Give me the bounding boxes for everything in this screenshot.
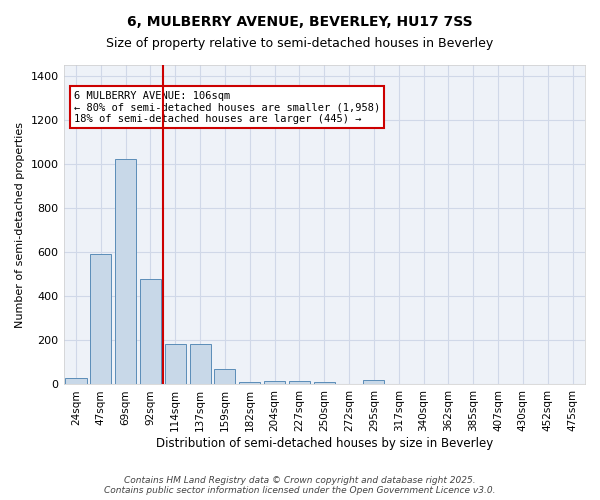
- Text: 6, MULBERRY AVENUE, BEVERLEY, HU17 7SS: 6, MULBERRY AVENUE, BEVERLEY, HU17 7SS: [127, 15, 473, 29]
- Bar: [239, 382, 260, 384]
- Bar: [140, 278, 161, 384]
- Bar: [314, 382, 335, 384]
- Bar: [165, 344, 186, 384]
- Y-axis label: Number of semi-detached properties: Number of semi-detached properties: [15, 122, 25, 328]
- Bar: [115, 158, 136, 384]
- Bar: [289, 381, 310, 384]
- Text: 6 MULBERRY AVENUE: 106sqm
← 80% of semi-detached houses are smaller (1,958)
18% : 6 MULBERRY AVENUE: 106sqm ← 80% of semi-…: [74, 90, 380, 124]
- Bar: [65, 378, 86, 384]
- Text: Contains HM Land Registry data © Crown copyright and database right 2025.
Contai: Contains HM Land Registry data © Crown c…: [104, 476, 496, 495]
- Bar: [364, 380, 385, 384]
- Bar: [90, 254, 112, 384]
- Text: Size of property relative to semi-detached houses in Beverley: Size of property relative to semi-detach…: [106, 38, 494, 51]
- Bar: [264, 381, 285, 384]
- X-axis label: Distribution of semi-detached houses by size in Beverley: Distribution of semi-detached houses by …: [155, 437, 493, 450]
- Bar: [190, 344, 211, 384]
- Bar: [214, 369, 235, 384]
